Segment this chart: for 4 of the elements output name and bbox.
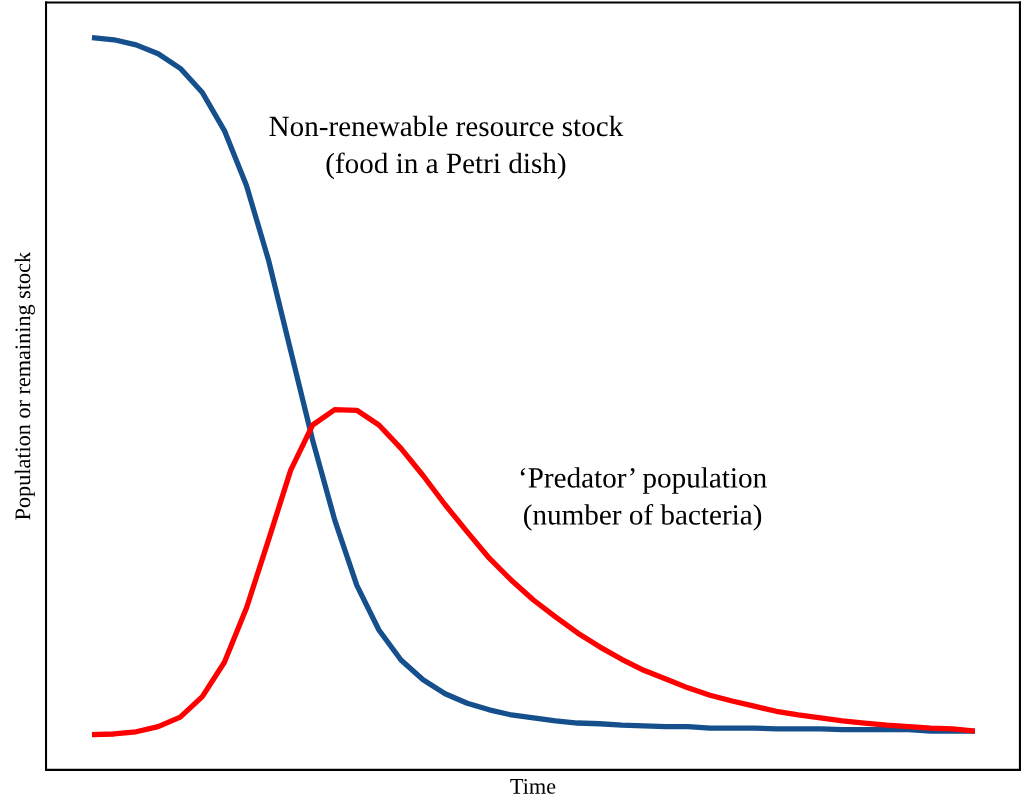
y-axis-title: Population or remaining stock [14,251,35,520]
x-axis-title: Time [510,778,556,794]
series-label: Non-renewable resource stock (food in a Petri dish) [269,115,624,180]
series-label: ‘Predator’ population (number of bacteria) [520,467,767,531]
